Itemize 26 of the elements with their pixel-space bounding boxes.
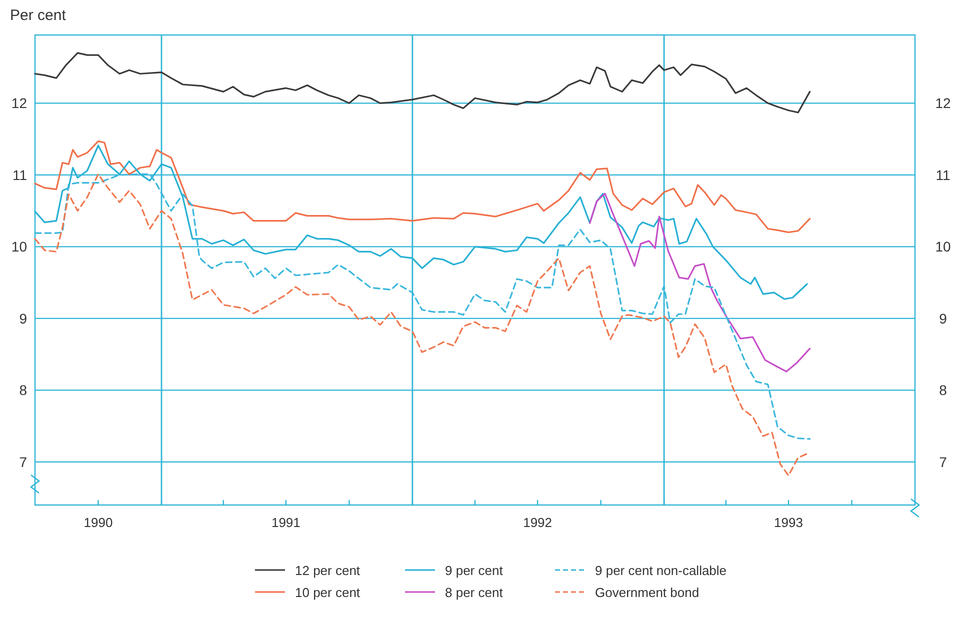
legend-label: 9 per cent [445, 563, 504, 578]
x-tick-label: 1993 [774, 515, 803, 530]
y-tick-label: 7 [19, 454, 28, 470]
legend-label: Government bond [595, 585, 700, 600]
x-tick-label: 1991 [271, 515, 300, 530]
x-tick-label: 1990 [84, 515, 113, 530]
y2-tick-label: 12 [935, 95, 951, 112]
line-series [34, 52, 811, 114]
line-series [589, 192, 811, 372]
line-series [34, 140, 811, 234]
y-tick-label: 10 [11, 238, 28, 255]
y-tick-label: 9 [19, 310, 28, 326]
y-axis-title: Per cent [10, 7, 67, 24]
y-tick-label: 8 [19, 382, 28, 398]
y2-tick-label: 10 [935, 238, 951, 255]
legend-label: 12 per cent [295, 563, 360, 578]
legend-label: 10 per cent [295, 585, 360, 600]
y2-tick-label: 9 [939, 310, 948, 326]
y2-tick-label: 8 [939, 382, 948, 398]
y-tick-label: 12 [11, 95, 28, 112]
y2-tick-label: 11 [936, 166, 950, 183]
legend-label: 9 per cent non-callable [595, 563, 727, 578]
y2-tick-label: 7 [939, 454, 948, 470]
x-tick-label: 1992 [523, 515, 552, 530]
y-tick-label: 11 [12, 166, 28, 183]
legend-label: 8 per cent [445, 585, 504, 600]
